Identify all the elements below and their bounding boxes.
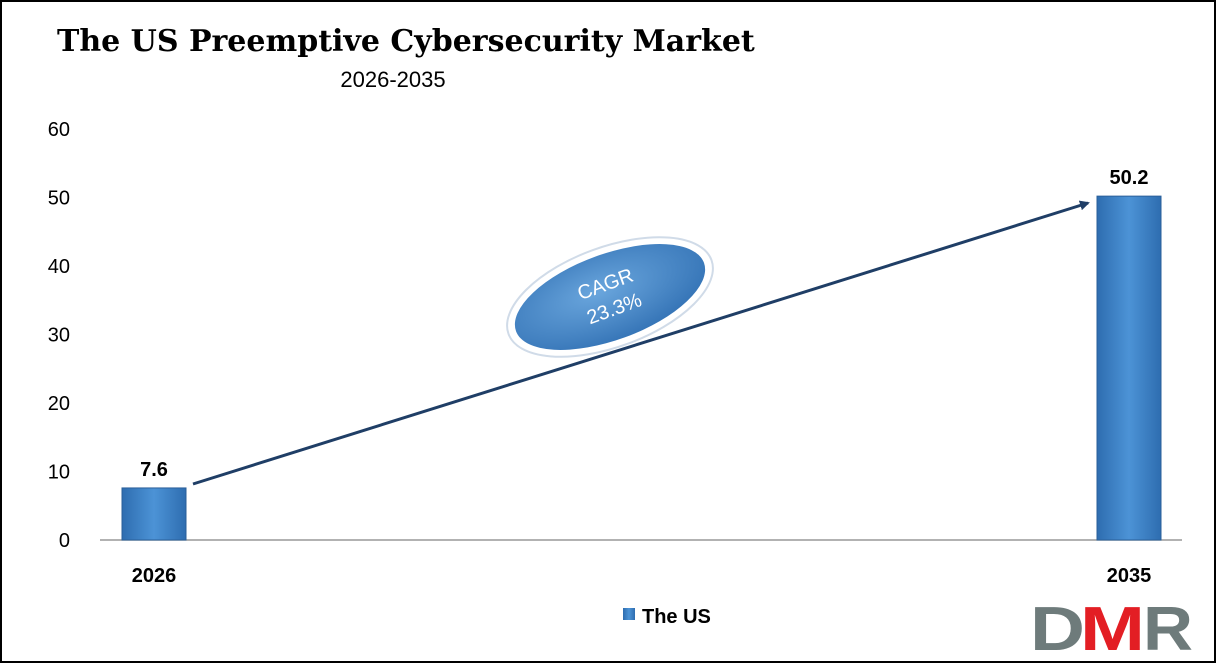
svg-text:R: R bbox=[1143, 595, 1193, 663]
growth-arrow bbox=[192, 200, 1090, 486]
svg-text:D: D bbox=[1030, 595, 1085, 663]
chart-title: The US Preemptive Cybersecurity Market bbox=[57, 24, 755, 59]
bar-2026 bbox=[121, 487, 187, 541]
chart-subtitle: 2026-2035 bbox=[340, 67, 445, 92]
y-tick-label: 60 bbox=[48, 119, 70, 141]
data-label: 50.2 bbox=[1110, 167, 1149, 189]
y-tick-label: 20 bbox=[48, 393, 70, 415]
cagr-badge: CAGR 23.3% bbox=[506, 236, 714, 358]
svg-text:M: M bbox=[1080, 595, 1145, 663]
x-tick-label: 2026 bbox=[132, 565, 177, 587]
dmr-logo: D M R bbox=[1030, 595, 1193, 663]
y-tick-label: 10 bbox=[48, 462, 70, 484]
legend-label: The US bbox=[642, 606, 711, 628]
y-tick-label: 0 bbox=[59, 530, 70, 552]
bar-2035 bbox=[1096, 195, 1162, 541]
data-label: 7.6 bbox=[140, 459, 168, 481]
y-tick-label: 40 bbox=[48, 256, 70, 278]
x-tick-label: 2035 bbox=[1107, 565, 1152, 587]
y-tick-label: 30 bbox=[48, 325, 70, 347]
legend: The US bbox=[623, 606, 711, 628]
y-tick-label: 50 bbox=[48, 188, 70, 210]
legend-swatch bbox=[623, 608, 635, 620]
